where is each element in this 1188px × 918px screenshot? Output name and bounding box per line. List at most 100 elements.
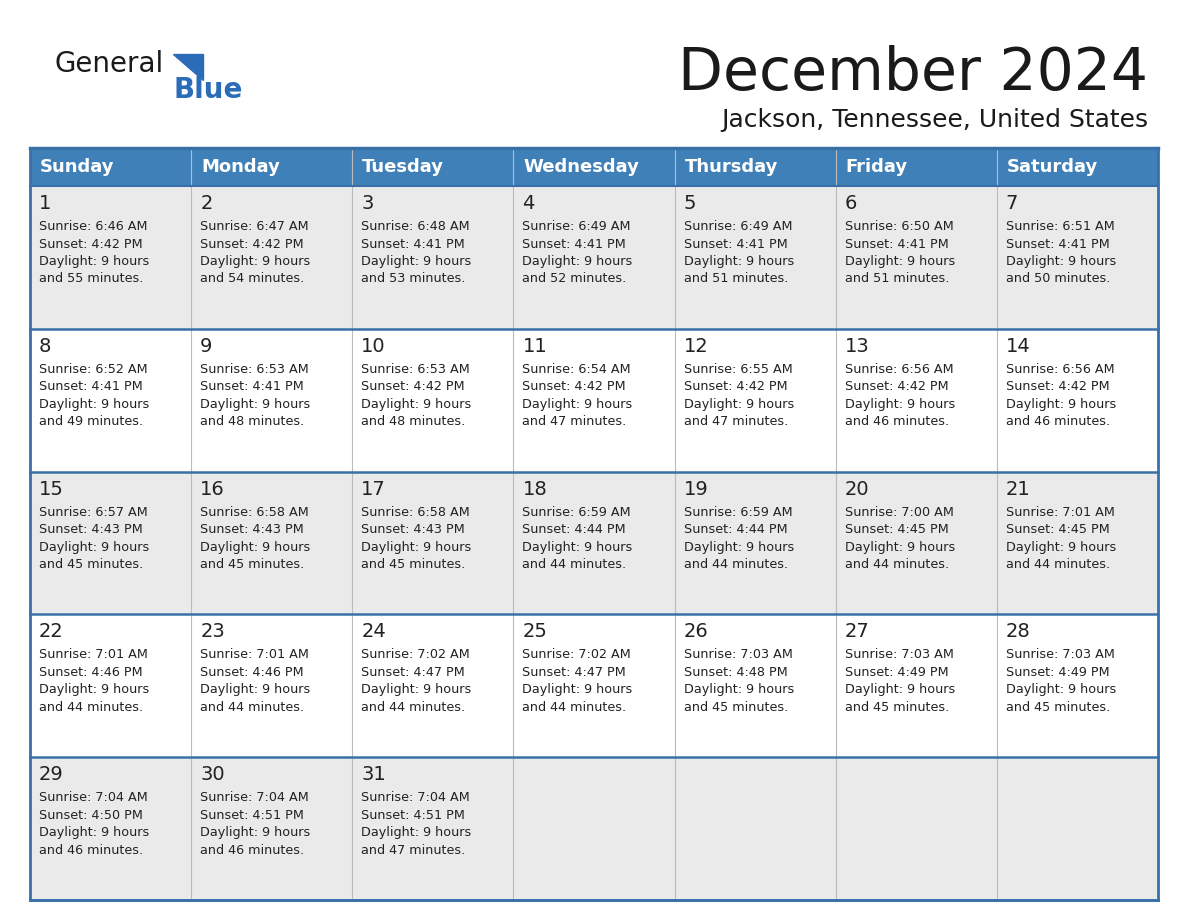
Text: and 48 minutes.: and 48 minutes. (361, 415, 466, 429)
Text: and 47 minutes.: and 47 minutes. (523, 415, 627, 429)
Text: and 45 minutes.: and 45 minutes. (683, 701, 788, 714)
Text: Sunset: 4:41 PM: Sunset: 4:41 PM (845, 238, 948, 251)
Text: Sunset: 4:47 PM: Sunset: 4:47 PM (361, 666, 465, 679)
Text: Daylight: 9 hours: Daylight: 9 hours (1006, 255, 1116, 268)
Text: Sunrise: 6:58 AM: Sunrise: 6:58 AM (361, 506, 470, 519)
FancyBboxPatch shape (30, 472, 1158, 614)
Text: 14: 14 (1006, 337, 1031, 356)
Text: Sunrise: 6:59 AM: Sunrise: 6:59 AM (683, 506, 792, 519)
Text: Daylight: 9 hours: Daylight: 9 hours (39, 255, 150, 268)
Text: Daylight: 9 hours: Daylight: 9 hours (1006, 683, 1116, 697)
Text: 7: 7 (1006, 194, 1018, 213)
Text: and 44 minutes.: and 44 minutes. (845, 558, 949, 571)
Text: Sunset: 4:42 PM: Sunset: 4:42 PM (39, 238, 143, 251)
Text: Sunrise: 6:54 AM: Sunrise: 6:54 AM (523, 363, 631, 375)
Text: 21: 21 (1006, 479, 1031, 498)
Text: Sunrise: 6:56 AM: Sunrise: 6:56 AM (1006, 363, 1114, 375)
Text: Sunrise: 6:51 AM: Sunrise: 6:51 AM (1006, 220, 1114, 233)
Text: 11: 11 (523, 337, 548, 356)
Text: Monday: Monday (201, 158, 280, 176)
Text: and 45 minutes.: and 45 minutes. (845, 701, 949, 714)
Text: Sunrise: 7:03 AM: Sunrise: 7:03 AM (683, 648, 792, 661)
Text: Sunrise: 6:59 AM: Sunrise: 6:59 AM (523, 506, 631, 519)
Text: and 52 minutes.: and 52 minutes. (523, 273, 627, 285)
Text: and 44 minutes.: and 44 minutes. (1006, 558, 1110, 571)
Text: Daylight: 9 hours: Daylight: 9 hours (683, 683, 794, 697)
Text: and 44 minutes.: and 44 minutes. (523, 558, 626, 571)
Text: and 44 minutes.: and 44 minutes. (523, 701, 626, 714)
Text: and 51 minutes.: and 51 minutes. (845, 273, 949, 285)
Text: and 46 minutes.: and 46 minutes. (39, 844, 143, 856)
Text: 13: 13 (845, 337, 870, 356)
Text: and 45 minutes.: and 45 minutes. (39, 558, 144, 571)
Text: Sunset: 4:42 PM: Sunset: 4:42 PM (845, 380, 948, 393)
Text: Sunrise: 7:01 AM: Sunrise: 7:01 AM (200, 648, 309, 661)
Text: 29: 29 (39, 766, 64, 784)
Text: 1: 1 (39, 194, 51, 213)
Text: Daylight: 9 hours: Daylight: 9 hours (683, 397, 794, 410)
Text: Daylight: 9 hours: Daylight: 9 hours (523, 683, 633, 697)
Text: Jackson, Tennessee, United States: Jackson, Tennessee, United States (721, 108, 1148, 132)
Text: 10: 10 (361, 337, 386, 356)
Text: Sunset: 4:43 PM: Sunset: 4:43 PM (39, 523, 143, 536)
Text: Sunset: 4:44 PM: Sunset: 4:44 PM (523, 523, 626, 536)
Text: Daylight: 9 hours: Daylight: 9 hours (39, 683, 150, 697)
Text: Sunrise: 6:53 AM: Sunrise: 6:53 AM (361, 363, 470, 375)
Text: Sunrise: 7:01 AM: Sunrise: 7:01 AM (39, 648, 147, 661)
Text: Sunday: Sunday (40, 158, 114, 176)
Text: Sunset: 4:44 PM: Sunset: 4:44 PM (683, 523, 788, 536)
Text: 25: 25 (523, 622, 548, 642)
Text: Sunset: 4:43 PM: Sunset: 4:43 PM (361, 523, 465, 536)
Text: Daylight: 9 hours: Daylight: 9 hours (523, 541, 633, 554)
Text: Daylight: 9 hours: Daylight: 9 hours (39, 397, 150, 410)
Text: Daylight: 9 hours: Daylight: 9 hours (39, 541, 150, 554)
Text: and 51 minutes.: and 51 minutes. (683, 273, 788, 285)
Polygon shape (173, 54, 203, 80)
Text: Sunset: 4:41 PM: Sunset: 4:41 PM (361, 238, 465, 251)
Text: 31: 31 (361, 766, 386, 784)
Text: 3: 3 (361, 194, 374, 213)
Text: and 47 minutes.: and 47 minutes. (361, 844, 466, 856)
FancyBboxPatch shape (30, 148, 1158, 186)
Text: Tuesday: Tuesday (362, 158, 444, 176)
Text: Daylight: 9 hours: Daylight: 9 hours (361, 541, 472, 554)
Text: Sunrise: 7:02 AM: Sunrise: 7:02 AM (523, 648, 631, 661)
Text: Sunset: 4:42 PM: Sunset: 4:42 PM (523, 380, 626, 393)
Text: Sunrise: 6:46 AM: Sunrise: 6:46 AM (39, 220, 147, 233)
Text: Blue: Blue (173, 76, 242, 104)
Text: 18: 18 (523, 479, 548, 498)
Text: and 44 minutes.: and 44 minutes. (361, 701, 466, 714)
Text: Sunrise: 6:53 AM: Sunrise: 6:53 AM (200, 363, 309, 375)
Text: Sunset: 4:43 PM: Sunset: 4:43 PM (200, 523, 304, 536)
Text: Sunrise: 6:49 AM: Sunrise: 6:49 AM (683, 220, 792, 233)
Text: Sunrise: 6:58 AM: Sunrise: 6:58 AM (200, 506, 309, 519)
Text: Daylight: 9 hours: Daylight: 9 hours (200, 255, 310, 268)
Text: Daylight: 9 hours: Daylight: 9 hours (523, 397, 633, 410)
Text: Sunrise: 6:49 AM: Sunrise: 6:49 AM (523, 220, 631, 233)
Text: 9: 9 (200, 337, 213, 356)
Text: Sunset: 4:50 PM: Sunset: 4:50 PM (39, 809, 143, 822)
Text: Sunrise: 7:03 AM: Sunrise: 7:03 AM (845, 648, 954, 661)
Text: Sunset: 4:41 PM: Sunset: 4:41 PM (523, 238, 626, 251)
Text: Daylight: 9 hours: Daylight: 9 hours (200, 683, 310, 697)
Text: Daylight: 9 hours: Daylight: 9 hours (1006, 541, 1116, 554)
Text: and 53 minutes.: and 53 minutes. (361, 273, 466, 285)
Text: and 45 minutes.: and 45 minutes. (200, 558, 304, 571)
Text: Daylight: 9 hours: Daylight: 9 hours (683, 255, 794, 268)
Text: Sunset: 4:47 PM: Sunset: 4:47 PM (523, 666, 626, 679)
Text: Daylight: 9 hours: Daylight: 9 hours (523, 255, 633, 268)
Text: Sunset: 4:42 PM: Sunset: 4:42 PM (1006, 380, 1110, 393)
Text: Sunset: 4:41 PM: Sunset: 4:41 PM (683, 238, 788, 251)
Text: 2: 2 (200, 194, 213, 213)
Text: Sunrise: 7:03 AM: Sunrise: 7:03 AM (1006, 648, 1114, 661)
Text: and 44 minutes.: and 44 minutes. (39, 701, 143, 714)
Text: 24: 24 (361, 622, 386, 642)
Text: and 44 minutes.: and 44 minutes. (683, 558, 788, 571)
Text: Sunrise: 7:02 AM: Sunrise: 7:02 AM (361, 648, 470, 661)
Text: Wednesday: Wednesday (524, 158, 639, 176)
Text: and 45 minutes.: and 45 minutes. (361, 558, 466, 571)
Text: 15: 15 (39, 479, 64, 498)
Text: Sunrise: 7:04 AM: Sunrise: 7:04 AM (361, 791, 470, 804)
Text: Sunrise: 6:50 AM: Sunrise: 6:50 AM (845, 220, 954, 233)
Text: 26: 26 (683, 622, 708, 642)
